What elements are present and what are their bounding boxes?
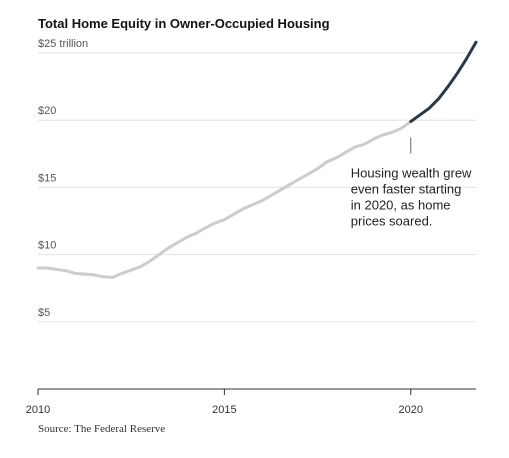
- chart-title: Total Home Equity in Owner-Occupied Hous…: [38, 16, 330, 31]
- annotation-line-0: Housing wealth grew: [351, 166, 472, 181]
- source-note: Source: The Federal Reserve: [38, 423, 166, 435]
- y-tick-label-2: $15: [38, 172, 56, 184]
- y-tick-label-1: $20: [38, 105, 56, 117]
- x-tick-label-0: 2010: [26, 404, 50, 416]
- annotation-line-3: prices soared.: [351, 214, 433, 229]
- series-line-0: [36, 120, 413, 279]
- y-tick-label-4: $5: [38, 307, 50, 319]
- series-lines: [36, 40, 478, 279]
- y-axis: $25 trillion $20 $15 $10 $5: [38, 38, 88, 319]
- y-tick-label-3: $10: [38, 240, 56, 252]
- y-tick-label-0: $25 trillion: [38, 38, 88, 50]
- annotation-line-1: even faster starting: [351, 182, 462, 197]
- annotation-line-2: in 2020, as home: [351, 198, 451, 213]
- series-line-1: [409, 40, 478, 123]
- gridlines: [38, 52, 476, 323]
- x-tick-label-1: 2015: [212, 404, 236, 416]
- x-axis: 2010 2015 2020: [26, 388, 476, 416]
- x-tick-label-2: 2020: [399, 404, 423, 416]
